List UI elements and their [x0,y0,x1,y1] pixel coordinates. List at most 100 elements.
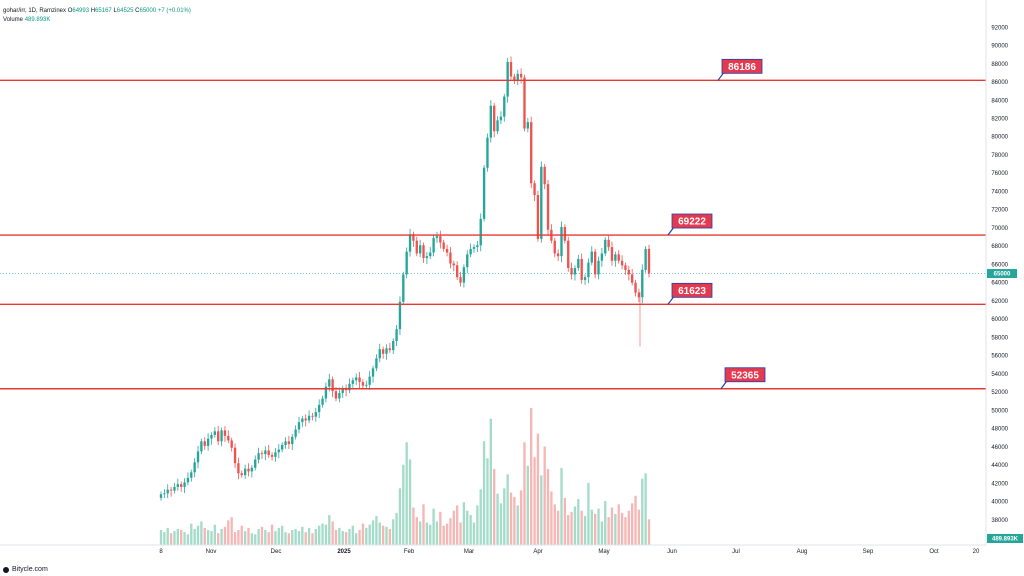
volume-bar [593,513,597,545]
candle-body [647,248,651,274]
ohlc-open-label: O [67,8,73,14]
candle-body [180,484,183,487]
volume-bar [176,528,180,545]
volume-bar [368,524,371,545]
candle-body [455,265,459,278]
time-tick-label: May [598,549,609,555]
candle-body [513,76,516,81]
volume-bar [395,512,398,545]
price-tick-label: 82000 [991,116,1008,122]
candle-body [392,341,395,351]
volume-bar [509,492,513,545]
volume-bar [567,515,570,545]
volume-bar [193,528,196,545]
candle-body [301,418,304,423]
candle-body [553,240,556,254]
level-label-box [671,282,713,298]
candle-body [526,122,530,129]
volume-bar [371,520,375,545]
candle-body [476,245,479,248]
candle-body [519,73,523,78]
candle-body [627,269,630,275]
price-tick-label: 48000 [991,427,1008,433]
candle-body [351,380,355,384]
volume-bar [644,473,647,545]
volume-bar [314,528,317,545]
candle-body [469,248,472,255]
volume-bar [223,526,227,545]
volume-bar [462,502,466,545]
candle-body [375,358,378,369]
volume-bar [270,524,274,545]
volume-bar [536,433,540,545]
candle-body [220,430,223,442]
volume-bar [590,509,593,545]
candle-body [176,484,180,487]
candle-body [355,377,358,381]
candle-body [304,418,307,421]
price-tick-label: 76000 [991,171,1008,177]
candle-body [405,251,408,275]
volume-bar [324,524,328,545]
time-axis: 8 Nov Dec 2025 Feb Mar Apr May Jun Jul Aug Sep Oct 20 [0,544,986,555]
volume-bar [344,532,348,545]
volume-bar [318,525,321,545]
candle-body [371,368,375,377]
volume-bar [250,533,254,545]
horizontal-levels: 65000 489.893K 86186 69222 61623 52365 [0,58,1023,543]
price-tick-label: 42000 [991,481,1008,487]
volume-bar [361,523,365,545]
volume-bar [405,442,408,545]
volume-bar [277,527,280,545]
brand-logo-icon [3,566,9,573]
ohlc-high-label: H [90,8,96,14]
volume-bar [429,524,432,545]
volume-bar [452,510,455,545]
candle-body [260,453,264,455]
price-tick-label: 62000 [991,299,1008,305]
volume-bar [627,510,630,545]
candle-body [641,269,644,298]
volume-bar [412,507,415,545]
candle-body [432,237,435,253]
candle-body [543,166,546,185]
price-tick-label: 84000 [991,98,1008,104]
candle-body [620,260,624,266]
candle-body [445,248,449,253]
candle-body [307,415,311,421]
volume-bar [587,482,590,545]
candle-body [311,415,314,417]
price-tick-label: 78000 [991,153,1008,159]
candle-body [183,482,186,487]
candle-body [324,386,328,399]
candle-body [644,248,647,270]
candle-body [452,263,455,266]
candle-body [284,441,287,445]
price-tick-label: 86000 [991,80,1008,86]
candle-body [314,412,317,417]
footer-brand[interactable]: Bitycle.com [3,566,48,573]
candle-body [560,227,563,257]
price-tick-label: 60000 [991,317,1008,323]
volume-bar [442,525,445,545]
volume-bar [260,526,264,545]
volume-bar [540,475,543,545]
candle-body [365,384,368,386]
volume-bar [570,511,573,545]
time-tick-label: Jun [667,549,677,555]
volume-bar [210,531,213,545]
time-tick-label: Jul [732,549,740,555]
candle-body [193,462,196,473]
volume-bar [301,526,304,545]
volume-bar [583,516,587,545]
candle-body [227,435,230,441]
volume-bar [180,530,183,545]
price-tick-label: 40000 [991,500,1008,506]
candle-body [466,254,469,268]
candle-body [523,77,526,129]
volume-bar [499,503,503,545]
candle-body [516,73,519,81]
candle-body [509,61,513,77]
candle-body [617,254,620,261]
